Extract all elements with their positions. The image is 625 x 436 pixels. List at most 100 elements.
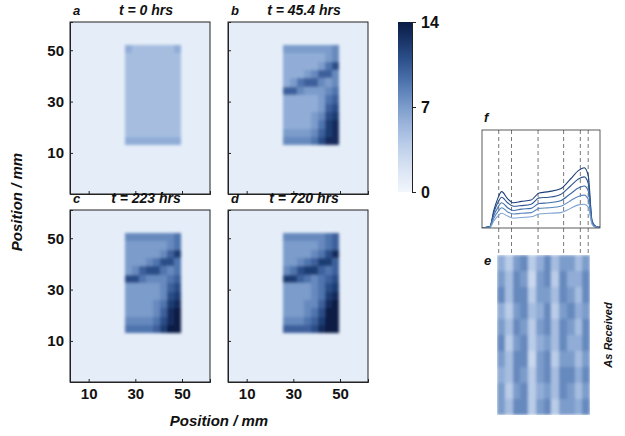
y-tick-label: 10 bbox=[47, 332, 64, 349]
x-tick-mark bbox=[293, 379, 294, 382]
cell bbox=[153, 62, 160, 70]
cell bbox=[290, 62, 297, 70]
cell bbox=[318, 120, 325, 128]
cell bbox=[290, 325, 297, 333]
cell bbox=[146, 300, 153, 308]
cell bbox=[160, 129, 167, 137]
cell bbox=[311, 87, 318, 95]
plot-area bbox=[70, 22, 210, 194]
cell bbox=[325, 78, 332, 86]
cell bbox=[132, 317, 139, 325]
cell bbox=[311, 325, 318, 333]
cell bbox=[146, 258, 153, 266]
image-cell bbox=[528, 255, 536, 271]
cell bbox=[153, 241, 160, 249]
image-cell bbox=[582, 303, 590, 319]
cell bbox=[325, 283, 332, 291]
image-cell bbox=[582, 335, 590, 351]
cell bbox=[311, 95, 318, 103]
cells bbox=[125, 45, 181, 145]
cell bbox=[297, 53, 304, 61]
cell bbox=[325, 62, 332, 70]
cell bbox=[304, 129, 311, 137]
cell bbox=[146, 70, 153, 78]
colorbar bbox=[398, 22, 412, 192]
image-cell bbox=[520, 255, 528, 271]
cell bbox=[167, 317, 174, 325]
cell bbox=[311, 317, 318, 325]
cell bbox=[332, 283, 339, 291]
image-cell bbox=[559, 335, 567, 351]
cell bbox=[283, 266, 290, 274]
cell bbox=[139, 266, 146, 274]
cell bbox=[325, 300, 332, 308]
colorbar-tick-label: 0 bbox=[421, 184, 430, 201]
cell bbox=[332, 95, 339, 103]
cell bbox=[132, 129, 139, 137]
cell bbox=[311, 120, 318, 128]
cell bbox=[160, 308, 167, 316]
cell bbox=[290, 137, 297, 145]
cell bbox=[153, 300, 160, 308]
cell bbox=[146, 292, 153, 300]
cell bbox=[304, 300, 311, 308]
cell bbox=[139, 233, 146, 241]
cell bbox=[297, 78, 304, 86]
cell bbox=[297, 95, 304, 103]
cell bbox=[167, 120, 174, 128]
cell bbox=[290, 258, 297, 266]
cell bbox=[297, 233, 304, 241]
cell bbox=[125, 95, 132, 103]
cell bbox=[125, 53, 132, 61]
cell bbox=[174, 283, 181, 291]
cell bbox=[146, 233, 153, 241]
cell bbox=[283, 70, 290, 78]
image-cell bbox=[575, 319, 583, 335]
cell bbox=[160, 70, 167, 78]
image-cell bbox=[536, 287, 544, 303]
image-cell bbox=[505, 271, 513, 287]
cell bbox=[332, 78, 339, 86]
image-cell bbox=[551, 271, 559, 287]
cell bbox=[160, 275, 167, 283]
cell bbox=[174, 45, 181, 53]
cell bbox=[167, 233, 174, 241]
cell bbox=[311, 78, 318, 86]
colorbar-tick-label: 7 bbox=[421, 99, 430, 116]
cell bbox=[297, 283, 304, 291]
cell bbox=[290, 104, 297, 112]
cell bbox=[146, 120, 153, 128]
x-tick-mark bbox=[340, 191, 341, 194]
cell bbox=[332, 120, 339, 128]
cell bbox=[332, 129, 339, 137]
y-tick-mark bbox=[228, 290, 231, 291]
cell bbox=[283, 137, 290, 145]
cell bbox=[290, 78, 297, 86]
cell bbox=[304, 120, 311, 128]
cell bbox=[139, 283, 146, 291]
cell bbox=[174, 112, 181, 120]
x-axis: 103050 bbox=[229, 379, 369, 402]
image-cell bbox=[575, 399, 583, 415]
x-tick-label: 50 bbox=[332, 385, 349, 402]
cell bbox=[297, 129, 304, 137]
cell bbox=[325, 250, 332, 258]
cell bbox=[160, 78, 167, 86]
cell bbox=[153, 250, 160, 258]
cell bbox=[297, 317, 304, 325]
frame bbox=[70, 22, 210, 194]
colorbar-tick-mark bbox=[412, 22, 416, 23]
y-tick-mark bbox=[228, 153, 231, 154]
x-tick-label: 30 bbox=[127, 385, 144, 402]
image-cell bbox=[528, 367, 536, 383]
x-axis-title: Position / mm bbox=[170, 412, 268, 429]
cell bbox=[132, 275, 139, 283]
cell bbox=[160, 292, 167, 300]
image-cell bbox=[567, 303, 575, 319]
y-tick: 50 bbox=[47, 42, 73, 59]
y-tick-mark bbox=[70, 341, 73, 342]
cell bbox=[146, 95, 153, 103]
cell bbox=[160, 104, 167, 112]
cell bbox=[297, 137, 304, 145]
image-cell bbox=[575, 367, 583, 383]
